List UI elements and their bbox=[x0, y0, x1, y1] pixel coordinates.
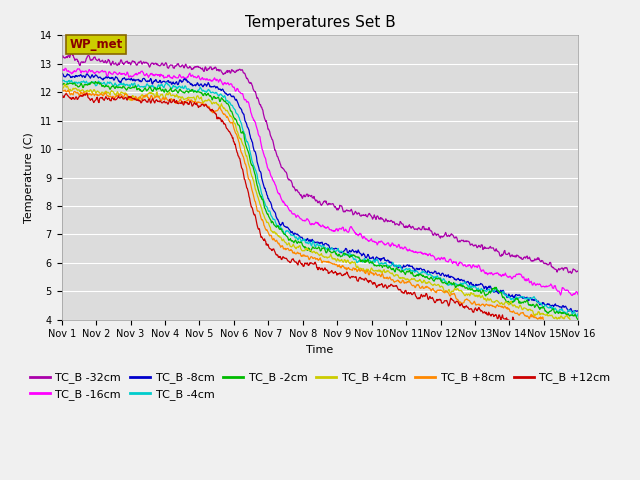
TC_B +4cm bbox=[504, 301, 512, 307]
TC_B -2cm bbox=[115, 84, 122, 90]
Legend: TC_B -32cm, TC_B -16cm, TC_B -8cm, TC_B -4cm, TC_B -2cm, TC_B +4cm, TC_B +8cm, T: TC_B -32cm, TC_B -16cm, TC_B -8cm, TC_B … bbox=[26, 368, 614, 404]
TC_B -8cm bbox=[278, 219, 286, 225]
TC_B -16cm bbox=[447, 258, 455, 264]
Line: TC_B -16cm: TC_B -16cm bbox=[61, 68, 579, 295]
TC_B +12cm bbox=[193, 100, 200, 106]
TC_B -4cm bbox=[426, 271, 434, 276]
TC_B -8cm bbox=[447, 273, 454, 279]
TC_B +12cm bbox=[115, 93, 122, 99]
TC_B +8cm bbox=[447, 291, 455, 297]
TC_B -8cm bbox=[114, 77, 122, 83]
X-axis label: Time: Time bbox=[307, 345, 333, 355]
TC_B -4cm bbox=[193, 89, 200, 95]
TC_B -32cm bbox=[193, 63, 200, 69]
TC_B -32cm bbox=[58, 56, 65, 62]
TC_B -32cm bbox=[115, 60, 122, 66]
TC_B -2cm bbox=[193, 89, 200, 95]
TC_B +8cm bbox=[193, 100, 200, 106]
TC_B -32cm bbox=[426, 228, 434, 233]
TC_B -4cm bbox=[58, 78, 65, 84]
TC_B -16cm bbox=[58, 66, 65, 72]
TC_B +12cm bbox=[569, 336, 577, 342]
TC_B -8cm bbox=[192, 82, 200, 88]
TC_B -2cm bbox=[58, 81, 65, 87]
TC_B +12cm bbox=[504, 318, 512, 324]
TC_B -4cm bbox=[504, 294, 512, 300]
TC_B +4cm bbox=[193, 94, 200, 99]
TC_B -4cm bbox=[60, 77, 68, 83]
TC_B -8cm bbox=[426, 270, 433, 276]
TC_B +12cm bbox=[58, 92, 65, 98]
TC_B -2cm bbox=[504, 299, 512, 304]
TC_B +8cm bbox=[426, 286, 434, 292]
Line: TC_B -4cm: TC_B -4cm bbox=[61, 80, 579, 317]
TC_B +12cm bbox=[575, 333, 582, 338]
Line: TC_B -8cm: TC_B -8cm bbox=[61, 73, 579, 312]
TC_B -16cm bbox=[193, 75, 200, 81]
TC_B -4cm bbox=[115, 82, 122, 88]
TC_B -4cm bbox=[573, 314, 580, 320]
TC_B +4cm bbox=[279, 237, 287, 243]
TC_B -32cm bbox=[575, 269, 582, 275]
Line: TC_B +4cm: TC_B +4cm bbox=[61, 84, 579, 324]
TC_B +4cm bbox=[61, 82, 69, 87]
TC_B -16cm bbox=[279, 199, 287, 205]
TC_B -2cm bbox=[92, 79, 99, 84]
TC_B +12cm bbox=[447, 297, 455, 302]
TC_B -2cm bbox=[575, 317, 582, 323]
TC_B +8cm bbox=[279, 244, 287, 250]
TC_B -8cm bbox=[58, 71, 65, 76]
TC_B -2cm bbox=[279, 229, 287, 235]
TC_B +4cm bbox=[426, 280, 434, 286]
Line: TC_B -32cm: TC_B -32cm bbox=[61, 52, 579, 273]
TC_B -8cm bbox=[569, 309, 577, 315]
TC_B +8cm bbox=[504, 305, 512, 311]
TC_B -32cm bbox=[504, 251, 512, 256]
TC_B +4cm bbox=[115, 91, 122, 97]
TC_B -32cm bbox=[447, 231, 455, 237]
TC_B -16cm bbox=[115, 71, 122, 77]
TC_B -16cm bbox=[426, 251, 434, 257]
TC_B +8cm bbox=[61, 87, 69, 93]
TC_B -16cm bbox=[61, 65, 69, 71]
TC_B +12cm bbox=[83, 90, 90, 96]
TC_B +4cm bbox=[447, 289, 455, 295]
TC_B +4cm bbox=[575, 321, 582, 327]
Line: TC_B -2cm: TC_B -2cm bbox=[61, 82, 579, 320]
TC_B -32cm bbox=[68, 49, 76, 55]
TC_B -4cm bbox=[575, 310, 582, 316]
TC_B -32cm bbox=[279, 166, 287, 171]
TC_B -8cm bbox=[575, 309, 582, 314]
Line: TC_B +8cm: TC_B +8cm bbox=[61, 90, 579, 330]
TC_B +8cm bbox=[575, 326, 582, 332]
TC_B -16cm bbox=[568, 292, 576, 298]
Y-axis label: Temperature (C): Temperature (C) bbox=[24, 132, 34, 223]
TC_B -2cm bbox=[426, 276, 434, 281]
TC_B -16cm bbox=[504, 274, 512, 280]
TC_B -4cm bbox=[279, 228, 287, 234]
TC_B -16cm bbox=[575, 292, 582, 298]
Text: WP_met: WP_met bbox=[69, 38, 123, 51]
TC_B +12cm bbox=[279, 254, 287, 260]
TC_B +8cm bbox=[58, 88, 65, 94]
TC_B -8cm bbox=[504, 294, 511, 300]
TC_B -2cm bbox=[447, 280, 455, 286]
TC_B +12cm bbox=[426, 294, 434, 300]
TC_B -4cm bbox=[447, 282, 455, 288]
TC_B +4cm bbox=[58, 86, 65, 92]
TC_B +8cm bbox=[115, 91, 122, 97]
TC_B -32cm bbox=[568, 270, 575, 276]
Title: Temperatures Set B: Temperatures Set B bbox=[244, 15, 396, 30]
TC_B +8cm bbox=[564, 327, 572, 333]
Line: TC_B +12cm: TC_B +12cm bbox=[61, 93, 579, 339]
